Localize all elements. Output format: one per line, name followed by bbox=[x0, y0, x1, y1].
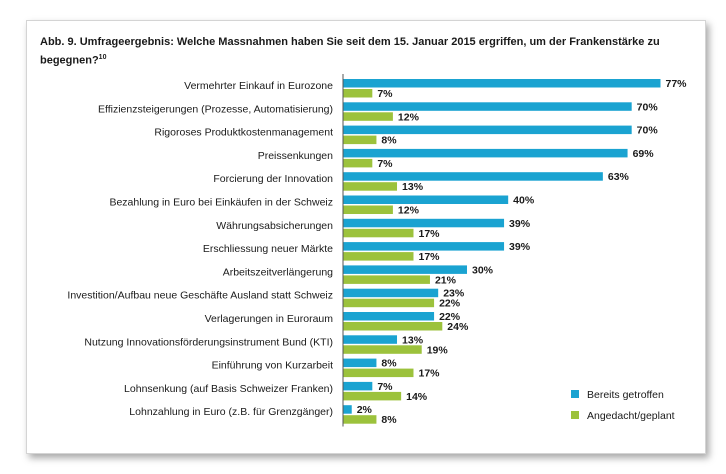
data-label: 7% bbox=[377, 381, 393, 393]
category-label: Verlagerungen in Euroraum bbox=[205, 313, 334, 325]
data-label: 24% bbox=[447, 321, 469, 333]
bar-angedacht-geplant bbox=[343, 158, 373, 168]
bar-bereits-getroffen bbox=[343, 148, 628, 158]
data-label: 17% bbox=[418, 251, 440, 263]
bar-bereits-getroffen bbox=[343, 79, 661, 88]
legend-label: Angedacht/geplant bbox=[587, 410, 675, 422]
bar-bereits-getroffen bbox=[343, 381, 373, 391]
bar-bereits-getroffen bbox=[343, 405, 352, 414]
data-label: 22% bbox=[439, 298, 461, 310]
data-label: 22% bbox=[439, 311, 461, 323]
bar-bereits-getroffen bbox=[343, 172, 603, 181]
category-label: Arbeitszeitverlängerung bbox=[223, 266, 333, 278]
data-label: 2% bbox=[357, 404, 373, 416]
bar-angedacht-geplant bbox=[343, 112, 393, 121]
footnote-marker: 10 bbox=[98, 54, 107, 61]
bar-bereits-getroffen bbox=[343, 335, 398, 344]
data-label: 8% bbox=[381, 358, 397, 370]
bar-angedacht-geplant bbox=[343, 368, 414, 378]
category-label: Einführung von Kurzarbeit bbox=[212, 360, 333, 372]
category-label: Erschliessung neuer Märkte bbox=[203, 243, 333, 255]
category-label: Lohnzahlung in Euro (z.B. für Grenzgänge… bbox=[129, 406, 333, 418]
category-label: Preissenkungen bbox=[258, 150, 333, 162]
bar-angedacht-geplant bbox=[343, 205, 393, 214]
bar-angedacht-geplant bbox=[343, 415, 377, 424]
bar-bereits-getroffen bbox=[343, 102, 632, 111]
data-label: 63% bbox=[608, 171, 630, 183]
category-label: Effizienzsteigerungen (Prozesse, Automat… bbox=[98, 103, 333, 115]
data-label: 7% bbox=[377, 88, 393, 100]
data-label: 12% bbox=[398, 111, 420, 123]
data-label: 8% bbox=[381, 414, 397, 426]
data-label: 13% bbox=[402, 181, 424, 193]
legend-swatch bbox=[571, 411, 579, 419]
bar-angedacht-geplant bbox=[343, 391, 402, 401]
bar-angedacht-geplant bbox=[343, 298, 435, 308]
data-label: 13% bbox=[402, 334, 424, 346]
bar-bereits-getroffen bbox=[343, 195, 509, 204]
data-label: 14% bbox=[406, 391, 428, 403]
data-label: 8% bbox=[381, 135, 397, 147]
data-label: 70% bbox=[637, 101, 659, 113]
bar-angedacht-geplant bbox=[343, 275, 430, 284]
category-label: Nutzung Innovationsförderungsinstrument … bbox=[84, 336, 333, 348]
data-label: 39% bbox=[509, 241, 531, 253]
bar-angedacht-geplant bbox=[343, 228, 414, 238]
bar-bereits-getroffen bbox=[343, 265, 468, 274]
legend-swatch bbox=[571, 390, 579, 398]
category-label: Vermehrter Einkauf in Eurozone bbox=[184, 80, 333, 92]
chart-title: Abb. 9. Umfrageergebnis: Welche Massnahm… bbox=[40, 36, 660, 67]
bar-bereits-getroffen bbox=[343, 358, 377, 368]
data-label: 12% bbox=[398, 205, 420, 217]
data-label: 7% bbox=[377, 158, 393, 170]
bar-angedacht-geplant bbox=[343, 89, 373, 98]
legend-label: Bereits getroffen bbox=[587, 389, 664, 401]
bar-angedacht-geplant bbox=[343, 182, 398, 191]
bar-angedacht-geplant bbox=[343, 322, 443, 331]
data-label: 39% bbox=[509, 218, 531, 230]
bar-bereits-getroffen bbox=[343, 288, 439, 298]
data-label: 30% bbox=[472, 264, 494, 276]
bar-bereits-getroffen bbox=[343, 312, 435, 321]
bar-angedacht-geplant bbox=[343, 252, 414, 261]
data-label: 19% bbox=[427, 344, 449, 356]
category-label: Rigoroses Produktkostenmanagement bbox=[154, 127, 333, 139]
bar-bereits-getroffen bbox=[343, 125, 632, 135]
category-label: Bezahlung in Euro bei Einkäufen in der S… bbox=[109, 197, 333, 209]
data-label: 77% bbox=[666, 78, 688, 90]
category-label: Forcierung der Innovation bbox=[213, 173, 333, 185]
data-label: 17% bbox=[418, 228, 440, 240]
bar-angedacht-geplant bbox=[343, 135, 377, 145]
category-label: Währungsabsicherungen bbox=[216, 220, 333, 232]
category-label: Lohnsenkung (auf Basis Schweizer Franken… bbox=[124, 383, 333, 395]
data-label: 23% bbox=[443, 288, 465, 300]
category-label: Investition/Aufbau neue Geschäfte Auslan… bbox=[67, 290, 333, 302]
data-label: 69% bbox=[633, 148, 655, 160]
bar-bereits-getroffen bbox=[343, 242, 505, 251]
bar-angedacht-geplant bbox=[343, 345, 422, 354]
data-label: 21% bbox=[435, 274, 457, 286]
data-label: 40% bbox=[513, 195, 535, 207]
data-label: 70% bbox=[637, 125, 659, 137]
bar-bereits-getroffen bbox=[343, 218, 505, 228]
data-label: 17% bbox=[418, 368, 440, 380]
